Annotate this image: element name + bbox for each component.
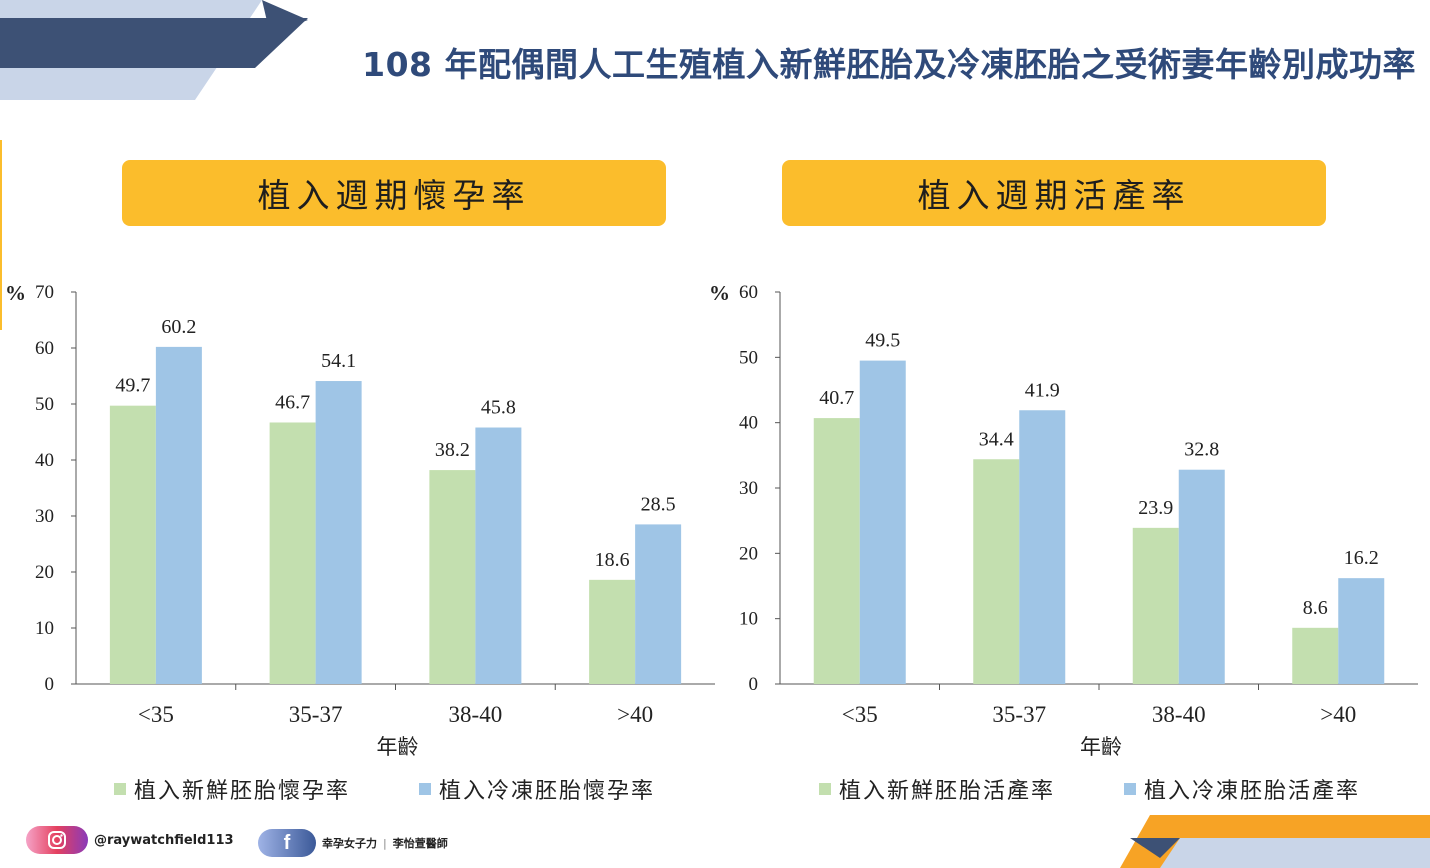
data-label: 38.2 [435, 439, 470, 461]
bar-fresh [589, 579, 636, 684]
data-label: 49.7 [115, 375, 150, 397]
data-label: 49.5 [865, 330, 900, 352]
bar-fresh [429, 470, 476, 684]
data-label: 18.6 [595, 549, 630, 571]
bar-frozen [315, 381, 362, 684]
x-tick-label: >40 [617, 702, 653, 727]
x-axis-label: 年齡 [1080, 735, 1122, 759]
legend-swatch-frozen [419, 783, 431, 795]
legend-label-frozen: 植入冷凍胚胎懷孕率 [439, 779, 655, 804]
y-tick-label: 20 [739, 543, 758, 564]
data-label: 28.5 [641, 493, 676, 515]
data-label: 45.8 [481, 397, 516, 419]
bar-fresh [1132, 527, 1179, 684]
y-tick-label: 30 [739, 478, 758, 499]
data-label: 32.8 [1184, 439, 1219, 461]
legend-swatch-frozen [1124, 783, 1136, 795]
chart-2-title: 植入週期活產率 [782, 160, 1326, 226]
bar-frozen [1338, 578, 1385, 684]
y-tick-label: 50 [35, 394, 54, 415]
x-tick-label: 38-40 [1152, 702, 1206, 727]
legend-label-frozen: 植入冷凍胚胎活產率 [1144, 779, 1360, 804]
y-tick-label: 30 [35, 506, 54, 527]
facebook-page-name: 幸孕女子力 [322, 837, 377, 850]
facebook-separator: | [383, 836, 387, 850]
data-label: 60.2 [161, 316, 196, 338]
y-tick-label: 0 [749, 674, 759, 695]
data-label: 46.7 [275, 391, 310, 413]
page-title: 108 年配偶間人工生殖植入新鮮胚胎及冷凍胚胎之受術妻年齡別成功率 [362, 45, 1416, 84]
y-tick-label: 40 [35, 450, 54, 471]
y-tick-label: 40 [739, 413, 758, 434]
bar-frozen [635, 524, 682, 684]
data-label: 40.7 [819, 387, 854, 409]
footer-decoration [1120, 815, 1430, 868]
chart-1-title: 植入週期懷孕率 [122, 160, 666, 226]
chart-pregnancy-rate: 0 10 20 30 40 50 60 70% 49.7 60.2 <35 46.7 54.1 35-37… [5, 281, 715, 804]
y-tick-label: 20 [35, 562, 54, 583]
x-tick-label: <35 [842, 702, 878, 727]
header-decoration [0, 0, 308, 100]
x-tick-label: 38-40 [449, 702, 503, 727]
legend-swatch-fresh [819, 783, 831, 795]
bar-frozen [155, 346, 202, 684]
facebook-badge[interactable]: f 幸孕女子力 | 李怡萱醫師 [258, 829, 448, 857]
x-tick-label: 35-37 [992, 702, 1046, 727]
legend-label-fresh: 植入新鮮胚胎活產率 [839, 779, 1055, 804]
facebook-doctor-name: 李怡萱醫師 [392, 837, 448, 850]
facebook-icon: f [258, 829, 316, 857]
legend-label-fresh: 植入新鮮胚胎懷孕率 [134, 779, 350, 804]
bar-fresh [269, 422, 316, 684]
bar-frozen [1019, 410, 1066, 684]
chart-live-birth-rate: 0 10 20 30 40 50 60% 40.7 49.5 <35 34.4 41.9 35-37 23… [709, 281, 1418, 804]
instagram-badge[interactable]: @raywatchfield113 [26, 826, 234, 854]
data-label: 41.9 [1025, 379, 1060, 401]
bar-fresh [973, 459, 1020, 684]
instagram-icon [26, 826, 88, 854]
data-label: 8.6 [1303, 597, 1328, 619]
bar-frozen [475, 427, 522, 684]
bar-fresh [813, 418, 860, 684]
bar-fresh [109, 405, 156, 684]
legend-swatch-fresh [114, 783, 126, 795]
data-label: 23.9 [1138, 497, 1173, 519]
y-tick-label: 60 [35, 338, 54, 359]
y-tick-label: 0 [45, 674, 55, 695]
y-axis-unit: % [709, 281, 730, 305]
left-accent-line [0, 140, 2, 330]
y-tick-label: 10 [739, 609, 758, 630]
y-tick-label: 60 [739, 282, 758, 303]
y-tick-label: 50 [739, 347, 758, 368]
bar-fresh [1292, 627, 1339, 684]
x-tick-label: <35 [138, 702, 174, 727]
data-label: 54.1 [321, 350, 356, 372]
y-tick-label: 10 [35, 618, 54, 639]
bar-frozen [1178, 469, 1225, 684]
bar-frozen [859, 360, 906, 684]
data-label: 34.4 [979, 428, 1014, 450]
y-axis-unit: % [5, 281, 26, 305]
instagram-handle: @raywatchfield113 [94, 832, 234, 848]
x-axis-label: 年齡 [377, 735, 419, 759]
data-label: 16.2 [1344, 547, 1379, 569]
x-tick-label: >40 [1320, 702, 1356, 727]
x-tick-label: 35-37 [289, 702, 343, 727]
y-tick-label: 70 [35, 282, 54, 303]
